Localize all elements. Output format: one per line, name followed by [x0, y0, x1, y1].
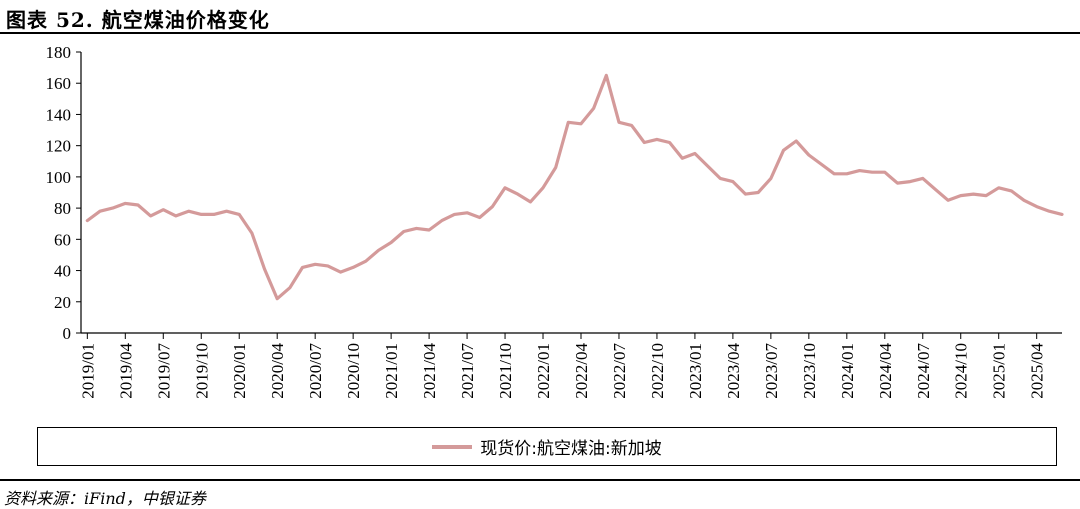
legend-label: 现货价:航空煤油:新加坡 — [480, 439, 662, 459]
figure-title: 图表 52. 航空煤油价格变化 — [6, 8, 270, 32]
y-tick-label: 40 — [54, 262, 71, 281]
x-tick-label: 2021/04 — [420, 343, 439, 399]
x-tick-label: 2019/07 — [154, 343, 173, 399]
y-tick-label: 160 — [46, 74, 72, 93]
series-layer — [85, 73, 1064, 301]
x-tick-label: 2020/07 — [306, 343, 325, 399]
y-tick-label: 60 — [54, 230, 71, 249]
y-tick-label: 0 — [63, 324, 72, 343]
x-tick-label: 2024/04 — [876, 343, 895, 399]
x-tick-label: 2020/10 — [344, 343, 363, 399]
x-tick-label: 2021/01 — [382, 343, 401, 399]
y-tick-label: 80 — [54, 199, 71, 218]
legend-swatch — [432, 444, 473, 449]
x-tick-label: 2023/01 — [686, 343, 705, 399]
y-tick-label: 120 — [46, 137, 72, 156]
y-tick-label: 100 — [46, 168, 72, 187]
y-tick-label: 20 — [54, 293, 71, 312]
x-tick-label: 2020/04 — [268, 343, 287, 399]
x-tick-label: 2024/01 — [838, 343, 857, 399]
x-tick-label: 2021/10 — [496, 343, 515, 399]
x-tick-label: 2025/01 — [990, 343, 1009, 399]
y-tick-label: 140 — [46, 105, 72, 124]
source-note: 资料来源：iFind，中银证券 — [4, 489, 206, 508]
y-axis: 0 20 40 60 80 100 120 140 160 180 — [46, 43, 82, 343]
legend: 现货价:航空煤油:新加坡 — [37, 427, 1057, 466]
legend-item: 现货价:航空煤油:新加坡 — [38, 428, 1056, 465]
x-tick-label: 2022/01 — [534, 343, 553, 399]
x-tick-label: 2024/07 — [914, 343, 933, 399]
source-rule — [0, 479, 1080, 481]
x-tick-label: 2025/04 — [1028, 343, 1047, 399]
title-rule — [0, 32, 1080, 34]
x-tick-label: 2019/10 — [192, 343, 211, 399]
y-tick-label: 180 — [46, 43, 72, 62]
x-tick-label: 2023/10 — [800, 343, 819, 399]
x-tick-label: 2024/10 — [952, 343, 971, 399]
x-tick-label: 2022/10 — [648, 343, 667, 399]
x-tick-label: 2022/04 — [572, 343, 591, 399]
x-tick-label: 2023/07 — [762, 343, 781, 399]
x-tick-label: 2019/04 — [116, 343, 135, 399]
series-line — [85, 73, 1064, 301]
x-axis: 2019/01 2019/04 2019/07 2019/10 2020/01 2020/… — [78, 332, 1062, 399]
x-tick-label: 2022/07 — [610, 343, 629, 399]
x-tick-label: 2019/01 — [78, 343, 97, 399]
x-tick-label: 2021/07 — [458, 343, 477, 399]
x-tick-label: 2023/04 — [724, 343, 743, 399]
x-tick-label: 2020/01 — [230, 343, 249, 399]
